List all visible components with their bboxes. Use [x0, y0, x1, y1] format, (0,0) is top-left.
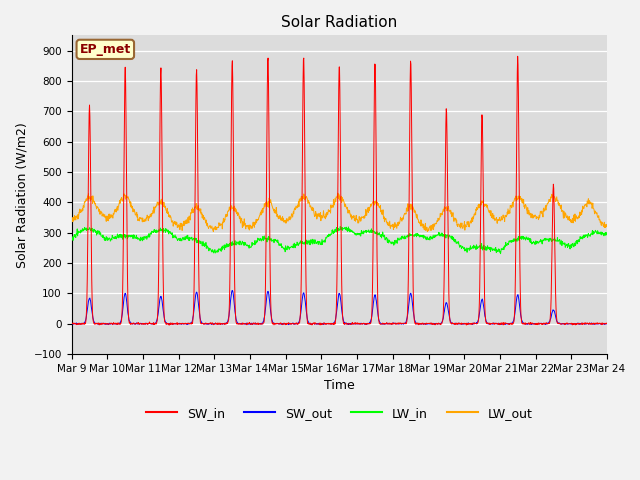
Legend: SW_in, SW_out, LW_in, LW_out: SW_in, SW_out, LW_in, LW_out: [141, 402, 538, 425]
X-axis label: Time: Time: [324, 379, 355, 392]
Title: Solar Radiation: Solar Radiation: [281, 15, 397, 30]
Y-axis label: Solar Radiation (W/m2): Solar Radiation (W/m2): [15, 122, 28, 267]
Text: EP_met: EP_met: [80, 43, 131, 56]
